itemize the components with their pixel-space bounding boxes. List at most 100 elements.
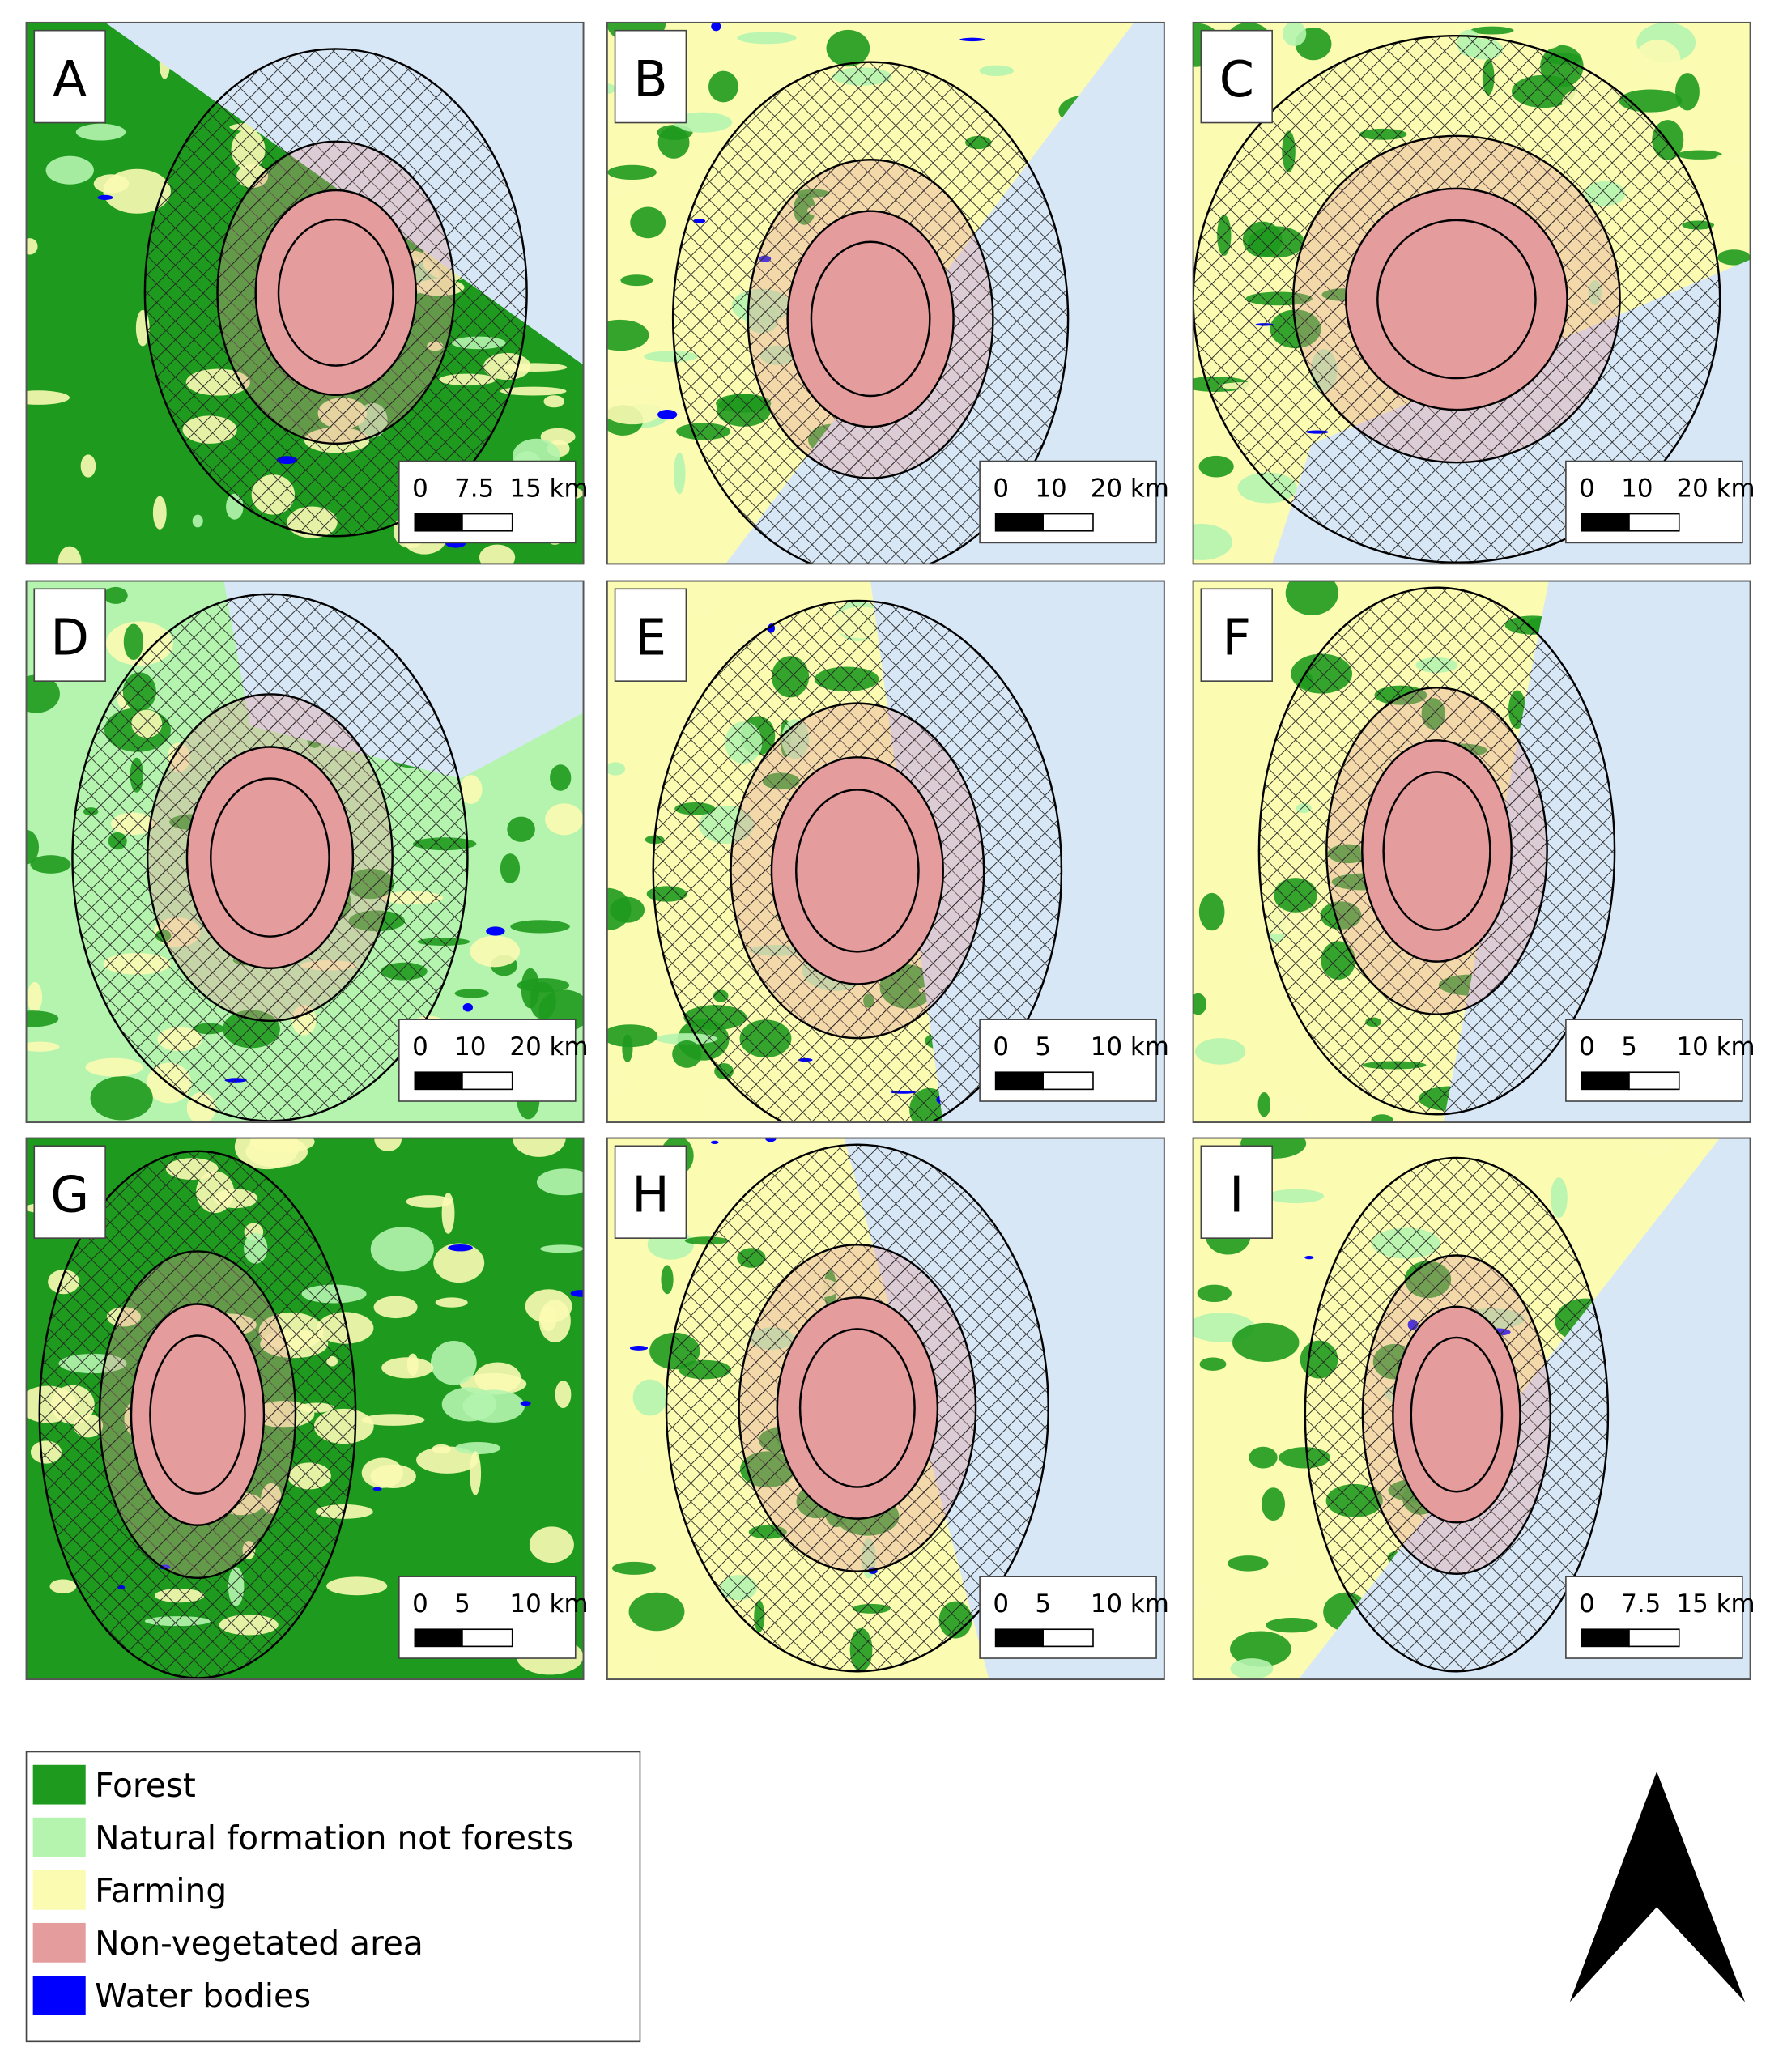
land-cover — [673, 112, 733, 133]
scale-label: 5 — [1621, 1032, 1637, 1062]
panel-frame — [1192, 21, 1751, 565]
land-cover — [606, 385, 666, 425]
map-panel: G 0 5 10 km — [25, 1137, 589, 1681]
land-cover — [529, 1526, 574, 1564]
legend-label: Water bodies — [95, 1976, 311, 2015]
land-cover — [657, 126, 690, 159]
scale-label: 0 — [993, 474, 1009, 503]
map — [26, 581, 584, 1123]
land-cover — [57, 546, 82, 564]
land-cover — [26, 674, 60, 713]
legend-swatch — [32, 1764, 86, 1805]
land-cover — [75, 123, 126, 141]
land-cover — [1249, 1446, 1278, 1469]
inner-buffer — [770, 756, 944, 985]
land-cover — [1526, 33, 1562, 50]
map-panel: E 0 5 10 km — [606, 580, 1169, 1124]
land-cover — [606, 1024, 658, 1048]
land-cover — [540, 1244, 584, 1253]
scale-label: 0 — [412, 474, 428, 503]
map-panel: C 0 10 20 km — [1192, 21, 1755, 565]
land-cover — [737, 32, 797, 45]
map-panel: D 0 10 20 km — [25, 580, 589, 1124]
map-panel: A 0 7.5 15 km — [25, 21, 589, 565]
land-cover — [1199, 1357, 1227, 1371]
inner-buffer — [1361, 739, 1513, 963]
inner-buffer — [1345, 187, 1568, 411]
letter-box — [1200, 1145, 1274, 1239]
land-cover — [826, 29, 870, 67]
letter-box — [1200, 588, 1274, 682]
land-cover — [1271, 1537, 1299, 1577]
land-cover — [192, 514, 203, 528]
land-cover — [979, 65, 1015, 77]
land-cover — [1232, 1322, 1300, 1362]
legend-swatch — [32, 1870, 86, 1910]
land-cover — [1262, 1487, 1286, 1521]
land-cover — [510, 920, 570, 934]
scale-label: 0 — [412, 1589, 428, 1619]
scale-label: 0 — [412, 1032, 428, 1062]
scale-label: 0 — [993, 1032, 1009, 1062]
land-cover — [454, 1441, 501, 1455]
water — [765, 1138, 777, 1142]
scale-bar-black — [994, 1628, 1044, 1648]
scale-bar-white — [1628, 513, 1680, 532]
land-cover — [500, 386, 567, 396]
land-cover — [611, 1561, 657, 1575]
scale-bar-white — [1628, 1071, 1680, 1091]
scale-label: 0 — [1579, 1032, 1595, 1062]
municipality — [798, 1328, 916, 1488]
scale-bar-black — [994, 513, 1044, 532]
water — [710, 1140, 719, 1144]
map-panel: F 0 5 10 km — [1192, 580, 1755, 1124]
land-cover — [1193, 993, 1207, 1015]
map — [1193, 581, 1751, 1123]
land-cover — [1634, 1142, 1674, 1158]
panel-frame — [25, 21, 585, 565]
inner-buffer — [254, 189, 418, 396]
land-cover — [540, 428, 576, 445]
land-cover — [610, 896, 645, 923]
land-cover — [632, 1379, 668, 1416]
legend-swatch — [32, 1817, 86, 1857]
legend-swatch — [32, 1975, 86, 2015]
land-cover — [90, 1076, 153, 1121]
land-cover — [543, 395, 565, 408]
land-cover — [536, 1168, 584, 1196]
land-cover — [152, 496, 167, 530]
municipality — [149, 1334, 246, 1495]
land-cover — [1257, 1092, 1271, 1117]
scale-bar-white — [462, 513, 513, 532]
panel-label: B — [633, 50, 667, 108]
land-cover — [479, 544, 516, 564]
map-panel: B 0 10 20 km — [606, 21, 1169, 565]
panel-frame — [606, 21, 1165, 565]
municipality — [210, 777, 330, 938]
land-cover — [1198, 892, 1225, 931]
land-cover — [635, 1444, 648, 1485]
land-cover — [326, 1576, 388, 1596]
scale-label: 10 — [1621, 474, 1653, 503]
land-cover — [1230, 1658, 1274, 1679]
land-cover — [1371, 1114, 1393, 1123]
scale-label: 20 km — [509, 1032, 588, 1062]
land-cover — [636, 1645, 659, 1680]
municipality — [1382, 771, 1491, 931]
land-cover — [607, 164, 657, 181]
land-cover — [430, 1341, 477, 1385]
scale-bar-white — [462, 1071, 513, 1091]
scale-bar-black — [414, 1071, 463, 1091]
land-cover — [521, 968, 540, 1009]
land-cover — [454, 989, 490, 998]
letter-box — [614, 29, 687, 124]
legend-label: Natural formation not forests — [95, 1819, 573, 1857]
inner-buffer — [185, 746, 355, 969]
scale-bar-black — [994, 1071, 1044, 1091]
land-cover — [1271, 1095, 1304, 1123]
panel-frame — [1192, 1137, 1751, 1681]
legend-label: Farming — [95, 1871, 227, 1910]
scale-bar-white — [1042, 1628, 1094, 1648]
land-cover — [512, 1138, 566, 1157]
